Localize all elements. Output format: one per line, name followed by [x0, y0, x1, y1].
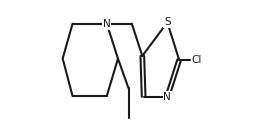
Text: S: S [164, 17, 171, 27]
Text: Cl: Cl [191, 55, 201, 65]
Text: N: N [103, 19, 111, 29]
Text: N: N [163, 92, 171, 102]
